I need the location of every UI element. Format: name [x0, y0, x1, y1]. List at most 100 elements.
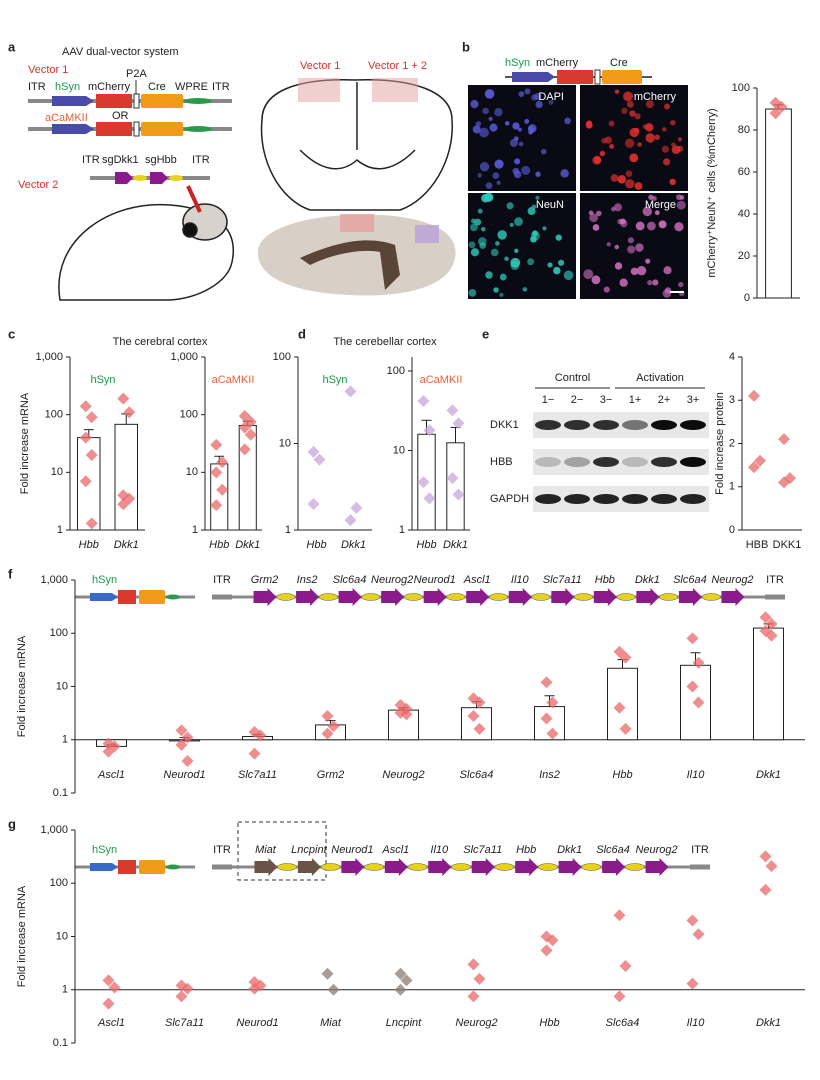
element-label: ITR [28, 81, 46, 93]
x-tick-label: Hbb [539, 1017, 559, 1029]
western-blot: Control Activation 1− 2− 3− 1+ 2+ 3+ DKK1 HBB GAPD… [490, 372, 709, 512]
band [593, 420, 619, 430]
cell [509, 222, 514, 227]
cell [496, 180, 501, 185]
band [622, 420, 648, 430]
linker [276, 593, 296, 601]
y-axis-label: Fold increase mRNA [19, 392, 31, 494]
cell [662, 127, 667, 132]
cell [663, 266, 672, 275]
cell [557, 259, 565, 266]
data-point [79, 400, 92, 413]
y-axis-label: Fold increase protein [714, 392, 726, 495]
panel-letter: a [8, 39, 16, 54]
y-tick-label: 1 [399, 524, 405, 536]
y-tick-label: 1 [729, 481, 735, 493]
gene-label: Neurog2 [371, 574, 413, 586]
data-point [686, 914, 699, 927]
cell [621, 107, 628, 115]
lncrna-box [237, 821, 327, 881]
sagittal-brain [257, 214, 456, 296]
x-tick-label: Dkk1 [235, 539, 260, 551]
lane-label: 1− [542, 394, 555, 406]
data-point [350, 501, 363, 514]
x-tick-label: Ascl1 [97, 769, 125, 781]
gene-arrow [381, 588, 405, 606]
data-point [238, 443, 251, 456]
gene-label: Dkk1 [635, 574, 660, 586]
data-point [238, 421, 251, 434]
data-point [778, 433, 790, 446]
data-point [765, 860, 778, 873]
cell [614, 262, 623, 270]
gene-arrow [471, 858, 495, 876]
x-tick-label: Miat [320, 1017, 342, 1029]
band [564, 457, 590, 467]
cell [619, 278, 628, 287]
data-point [775, 100, 788, 113]
x-tick-label: Dkk1 [756, 1017, 781, 1029]
cell [468, 241, 476, 249]
stain-label: NeuN [536, 199, 564, 211]
data-point [467, 709, 480, 722]
x-tick-label: Slc7a11 [238, 769, 277, 781]
mini-mcherry [118, 860, 136, 874]
data-point [117, 498, 130, 511]
cell [645, 100, 654, 109]
data-point [473, 722, 486, 735]
data-point [400, 708, 413, 721]
cell [674, 222, 684, 232]
y-tick-label: 1,000 [40, 574, 68, 586]
vector-1-construct [28, 80, 232, 137]
cell [637, 142, 643, 147]
data-point [778, 476, 790, 489]
cell [604, 136, 612, 144]
cell [495, 241, 500, 246]
cell [547, 262, 553, 268]
x-tick-label: Il10 [687, 1017, 706, 1029]
cell [664, 287, 672, 294]
cell [493, 287, 499, 293]
linker [318, 593, 338, 601]
data-point [417, 476, 430, 489]
cell [527, 207, 536, 216]
itr [765, 594, 785, 600]
gene-arrow [384, 858, 408, 876]
data-point [248, 747, 261, 760]
cell [517, 127, 522, 132]
gene-arrow [253, 588, 277, 606]
vector-label: Vector 1 [28, 64, 68, 76]
promoter-label: hSyn [92, 574, 117, 586]
cell [514, 217, 523, 226]
gene-arrow [338, 588, 362, 606]
gene-arrow [678, 588, 702, 606]
y-tick-label: 0 [729, 524, 735, 536]
data-point [102, 745, 115, 758]
data-point [759, 883, 772, 896]
y-tick-label: 1 [285, 524, 291, 536]
panel-letter: c [8, 326, 15, 341]
vector-2-construct [90, 172, 210, 184]
cell [512, 122, 520, 130]
bar [534, 706, 565, 741]
y-axis-label: mCherry⁺NeuN⁺ cells (%mCherry) [706, 108, 718, 277]
element-label: WPRE [175, 81, 208, 93]
data-point [181, 731, 194, 744]
x-tick-label: Hbb [79, 539, 99, 551]
data-point [85, 517, 98, 530]
cell [586, 120, 593, 127]
data-point [117, 392, 130, 405]
data-point [446, 404, 459, 417]
gene-label: Grm2 [251, 574, 279, 586]
gene-arrow [297, 858, 321, 876]
cell [535, 195, 540, 200]
data-point [686, 680, 699, 693]
cell [583, 269, 594, 280]
data-point [313, 453, 326, 466]
y-tick-label: 1 [192, 524, 198, 536]
cell [591, 275, 601, 285]
cell [563, 270, 574, 281]
data-point [210, 466, 223, 479]
band [622, 457, 648, 467]
band [564, 420, 590, 430]
